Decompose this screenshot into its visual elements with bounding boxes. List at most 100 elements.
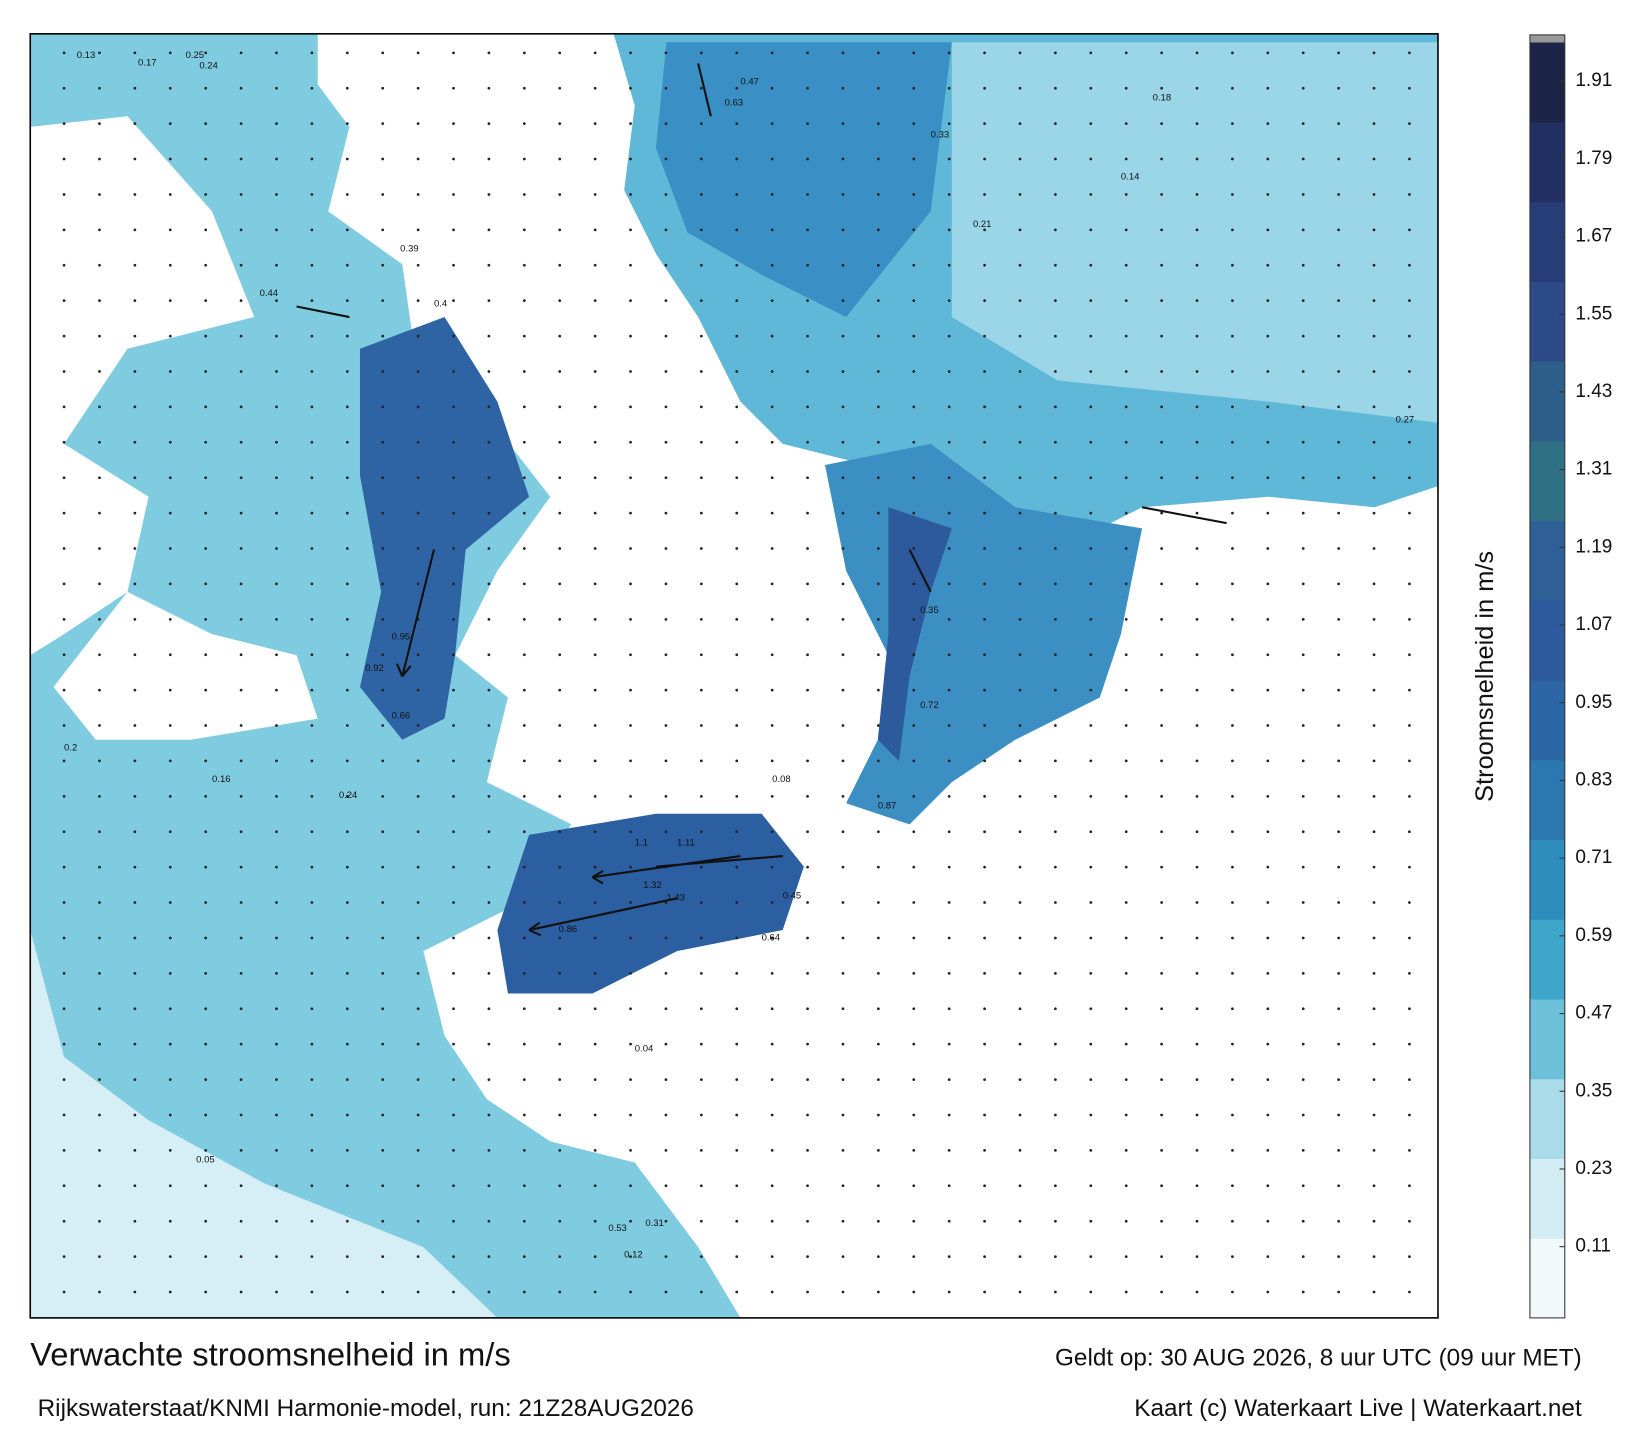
grid-dot [168,511,172,515]
grid-dot [1054,724,1057,727]
grid-dot [593,936,597,940]
grid-dot [239,1078,243,1081]
grid-dot [1231,1149,1234,1152]
grid-dot [522,86,526,90]
grid-dot [522,511,526,515]
grid-dot [558,370,562,373]
grid-dot [310,370,314,373]
grid-dot [1124,830,1128,834]
grid-dot [1372,547,1376,550]
grid-dot [770,901,774,904]
grid-dot [310,971,314,975]
grid-dot [1372,1007,1376,1011]
grid-dot [275,440,278,444]
grid-dot [1160,511,1163,515]
grid-dot [310,830,314,834]
grid-dot [876,1149,880,1152]
grid-dot [1018,476,1022,480]
grid-dot [310,1078,314,1081]
grid-dot [381,617,385,621]
grid-dot [558,936,562,940]
grid-dot [1195,370,1199,373]
grid-dot [1195,865,1199,869]
grid-dot [1372,1042,1376,1046]
grid-dot [1266,405,1270,409]
grid-dot [1266,476,1270,480]
value-label: 0.21 [973,219,992,230]
colorbar-label: Stroomsnelheid in m/s [1471,551,1499,802]
grid-dot [1266,263,1270,267]
grid-dot [416,299,420,303]
grid-dot [133,193,137,196]
grid-dot [204,582,208,586]
grid-dot [416,1184,420,1188]
grid-dot [1018,1007,1022,1011]
grid-dot [239,370,243,373]
grid-dot [983,299,986,303]
grid-dot [876,1255,880,1258]
grid-dot [876,688,880,692]
grid-dot [487,688,491,692]
grid-dot [664,971,668,975]
grid-dot [1054,1078,1057,1081]
grid-dot [912,1113,916,1117]
grid-dot [770,1255,774,1258]
grid-dot [1231,476,1234,480]
grid-dot [452,51,455,55]
grid-dot [275,901,278,904]
grid-dot [1018,1219,1022,1223]
grid-dot [1124,370,1128,373]
grid-dot [204,794,208,798]
grid-dot [239,476,243,480]
grid-dot [1337,653,1341,657]
grid-dot [1089,440,1093,444]
grid-dot [133,440,137,444]
grid-dot [381,901,385,904]
grid-dot [1231,1255,1234,1258]
grid-dot [1266,865,1270,869]
grid-dot [345,794,349,798]
grid-dot [381,936,385,940]
grid-dot [1301,865,1305,869]
grid-dot [1408,830,1411,834]
grid-dot [735,86,739,90]
grid-dot [629,440,632,444]
value-label: 0.31 [645,1218,664,1229]
grid-dot [1124,51,1128,55]
grid-dot [381,228,385,232]
grid-dot [806,1255,809,1258]
grid-dot [841,122,845,126]
grid-dot [912,794,916,798]
grid-dot [912,865,916,869]
grid-dot [62,193,66,196]
grid-dot [310,1007,314,1011]
grid-dot [62,299,66,303]
grid-dot [699,1219,703,1223]
grid-dot [487,830,491,834]
grid-dot [558,1184,562,1188]
grid-dot [239,263,243,267]
grid-dot [98,1219,101,1223]
grid-dot [1337,1078,1341,1081]
grid-dot [381,1184,385,1188]
grid-dot [1160,547,1163,550]
grid-dot [558,1007,562,1011]
grid-dot [62,1149,66,1152]
grid-dot [1160,759,1163,763]
grid-dot [1337,157,1341,161]
grid-dot [98,1078,101,1081]
colorbar-band [1529,122,1565,203]
grid-dot [345,157,349,161]
grid-dot [487,759,491,763]
grid-dot [1372,794,1376,798]
value-label: 1.1 [635,837,648,848]
grid-dot [1408,1255,1411,1258]
value-label: 0.64 [762,933,781,944]
grid-dot [1337,122,1341,126]
grid-dot [62,370,66,373]
grid-dot [983,1184,986,1188]
grid-dot [558,724,562,727]
grid-dot [735,830,739,834]
grid-dot [1054,51,1057,55]
grid-dot [345,1078,349,1081]
